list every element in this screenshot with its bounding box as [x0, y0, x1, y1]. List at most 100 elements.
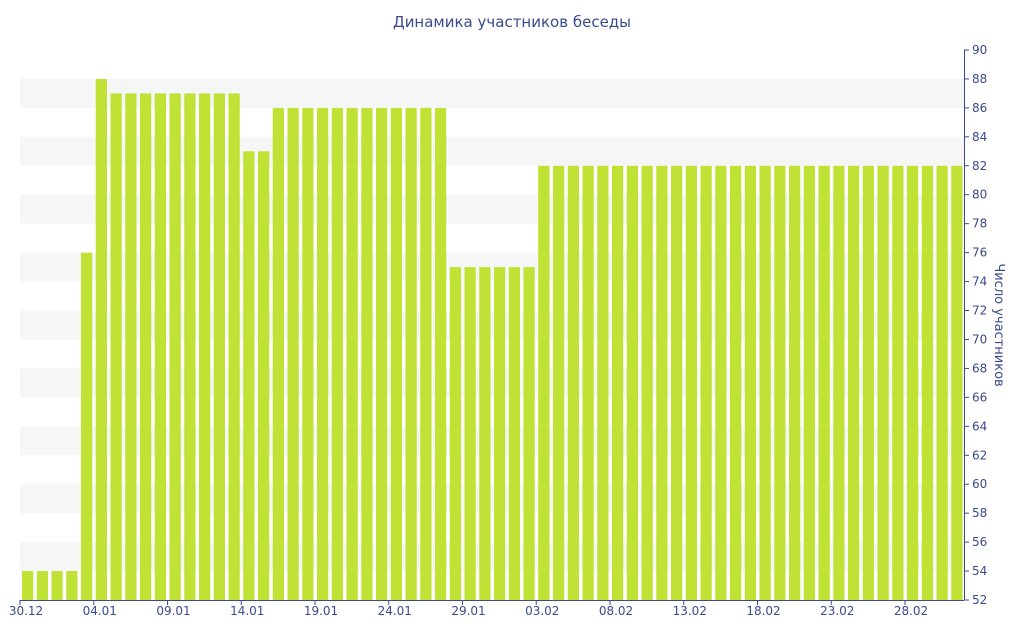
- bar[interactable]: [125, 93, 137, 600]
- bar[interactable]: [759, 165, 771, 600]
- x-tick-label: 23.02: [820, 604, 854, 618]
- bar[interactable]: [685, 165, 697, 600]
- y-tick-label: 84: [972, 130, 987, 144]
- x-tick-label: 28.02: [894, 604, 928, 618]
- bar[interactable]: [346, 107, 358, 600]
- y-tick-label: 80: [972, 188, 987, 202]
- bar[interactable]: [361, 107, 373, 600]
- bar[interactable]: [420, 107, 432, 600]
- bar[interactable]: [626, 165, 638, 600]
- y-tick-label: 52: [972, 593, 987, 607]
- bar[interactable]: [464, 267, 476, 600]
- bar[interactable]: [51, 571, 63, 600]
- y-tick-label: 74: [972, 275, 987, 289]
- bar[interactable]: [848, 165, 860, 600]
- bar[interactable]: [95, 78, 107, 600]
- bar[interactable]: [523, 267, 535, 600]
- x-tick-label: 04.01: [83, 604, 117, 618]
- x-axis: 30.12 04.01 09.01 14.01 19.01 24.01 29.01 03.02…: [9, 600, 964, 618]
- bar[interactable]: [272, 107, 284, 600]
- bar[interactable]: [376, 107, 388, 600]
- y-tick-label: 76: [972, 246, 987, 260]
- y-axis: 52 54 56 58 60 62 64 66 68 70 72 74 76 78 80 82 84 86 88 90: [964, 43, 987, 607]
- y-tick-label: 56: [972, 535, 987, 549]
- x-tick-label: 19.01: [304, 604, 338, 618]
- bar[interactable]: [494, 267, 506, 600]
- bar[interactable]: [287, 107, 299, 600]
- bar[interactable]: [405, 107, 417, 600]
- bar[interactable]: [110, 93, 122, 600]
- bar[interactable]: [862, 165, 874, 600]
- bar[interactable]: [199, 93, 211, 600]
- bar[interactable]: [907, 165, 919, 600]
- y-tick-label: 64: [972, 419, 987, 433]
- y-tick-label: 68: [972, 361, 987, 375]
- bar[interactable]: [553, 165, 565, 600]
- bar[interactable]: [730, 165, 742, 600]
- x-tick-label: 30.12: [9, 604, 43, 618]
- bar[interactable]: [951, 165, 963, 600]
- bar[interactable]: [877, 165, 889, 600]
- y-tick-label: 88: [972, 72, 987, 86]
- y-tick-label: 86: [972, 101, 987, 115]
- bar[interactable]: [641, 165, 653, 600]
- y-tick-label: 90: [972, 43, 987, 57]
- bar[interactable]: [538, 165, 550, 600]
- y-tick-label: 78: [972, 217, 987, 231]
- bar[interactable]: [774, 165, 786, 600]
- bar[interactable]: [479, 267, 491, 600]
- bar[interactable]: [66, 571, 78, 600]
- bar[interactable]: [656, 165, 668, 600]
- bars: [22, 78, 963, 600]
- y-tick-label: 62: [972, 448, 987, 462]
- bar[interactable]: [390, 107, 402, 600]
- bar[interactable]: [213, 93, 225, 600]
- bar[interactable]: [715, 165, 727, 600]
- bar[interactable]: [892, 165, 904, 600]
- x-tick-label: 24.01: [378, 604, 412, 618]
- bar[interactable]: [184, 93, 196, 600]
- bar[interactable]: [228, 93, 240, 600]
- y-tick-label: 58: [972, 506, 987, 520]
- y-tick-label: 72: [972, 304, 987, 318]
- x-tick-label: 03.02: [525, 604, 559, 618]
- bar[interactable]: [243, 151, 255, 600]
- bar[interactable]: [818, 165, 830, 600]
- bar[interactable]: [582, 165, 594, 600]
- bar[interactable]: [567, 165, 579, 600]
- chart-title: Динамика участников беседы: [392, 13, 632, 31]
- bar[interactable]: [803, 165, 815, 600]
- x-tick-label: 29.01: [451, 604, 485, 618]
- bar[interactable]: [302, 107, 314, 600]
- bar[interactable]: [22, 571, 34, 600]
- bar[interactable]: [169, 93, 181, 600]
- bar[interactable]: [317, 107, 329, 600]
- bar[interactable]: [258, 151, 270, 600]
- bar[interactable]: [435, 107, 447, 600]
- bar[interactable]: [597, 165, 609, 600]
- bar[interactable]: [449, 267, 461, 600]
- bar[interactable]: [921, 165, 933, 600]
- y-axis-title: Число участников: [991, 263, 1006, 386]
- bar[interactable]: [140, 93, 152, 600]
- y-tick-label: 82: [972, 159, 987, 173]
- bar[interactable]: [671, 165, 683, 600]
- y-tick-label: 60: [972, 477, 987, 491]
- bar[interactable]: [700, 165, 712, 600]
- x-tick-label: 14.01: [230, 604, 264, 618]
- bar[interactable]: [833, 165, 845, 600]
- bar[interactable]: [744, 165, 756, 600]
- bar[interactable]: [508, 267, 520, 600]
- x-tick-label: 13.02: [673, 604, 707, 618]
- bar[interactable]: [81, 252, 93, 600]
- bar[interactable]: [936, 165, 948, 600]
- x-tick-label: 18.02: [746, 604, 780, 618]
- bar[interactable]: [154, 93, 166, 600]
- bar[interactable]: [36, 571, 48, 600]
- bar[interactable]: [789, 165, 801, 600]
- x-tick-label: 08.02: [599, 604, 633, 618]
- bar[interactable]: [612, 165, 624, 600]
- y-tick-label: 66: [972, 390, 987, 404]
- bar[interactable]: [331, 107, 343, 600]
